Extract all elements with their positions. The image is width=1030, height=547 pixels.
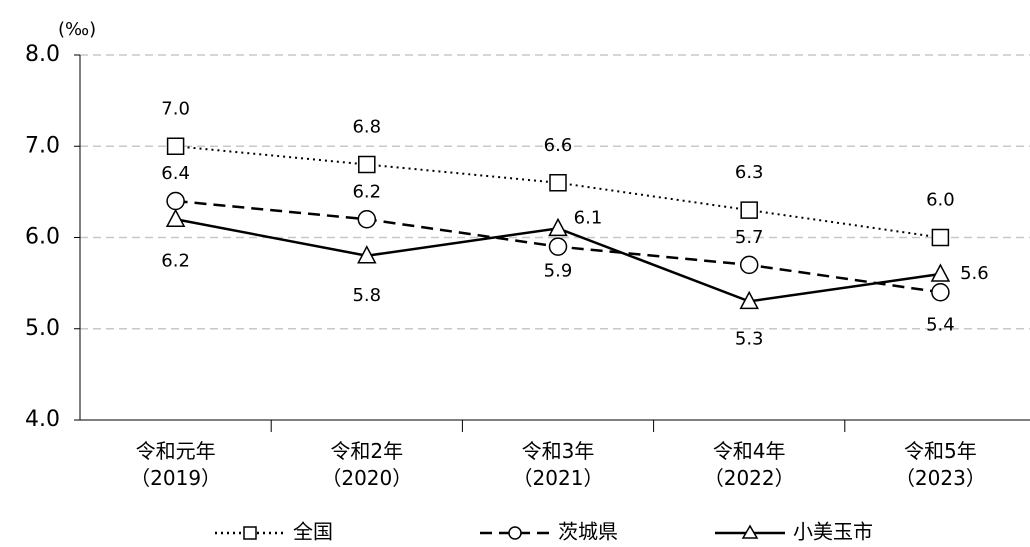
x-tick-label: 令和2年 （2020） <box>321 439 413 490</box>
legend-item: 小美玉市 <box>715 520 873 544</box>
marker <box>549 174 567 192</box>
y-tick-label: 7.0 <box>25 133 60 158</box>
data-label: 5.3 <box>735 328 764 349</box>
legend-marker <box>243 526 257 540</box>
legend-item: 全国 <box>215 520 333 544</box>
data-label: 7.0 <box>161 98 190 119</box>
marker <box>357 245 377 264</box>
legend-label: 茨城県 <box>558 520 618 544</box>
x-tick-label: 令和5年 （2023） <box>894 439 986 490</box>
marker <box>166 137 185 155</box>
legend-label: 全国 <box>293 520 333 544</box>
legend-item: 茨城県 <box>480 520 618 544</box>
marker <box>931 228 950 247</box>
legend-marker <box>508 526 522 540</box>
y-tick-label: 4.0 <box>25 407 60 432</box>
data-label: 6.0 <box>926 190 955 211</box>
marker <box>931 283 950 302</box>
data-label: 5.4 <box>926 314 955 335</box>
data-label: 6.2 <box>352 181 381 202</box>
y-axis-label: (‰) <box>58 19 96 40</box>
data-label: 5.9 <box>544 261 573 282</box>
legend-label: 小美玉市 <box>793 520 873 544</box>
marker <box>740 201 758 219</box>
data-label: 6.6 <box>544 135 573 156</box>
data-label: 6.1 <box>574 207 603 228</box>
x-tick-label: 令和4年 （2022） <box>703 439 795 490</box>
data-label: 6.4 <box>161 163 190 184</box>
data-label: 6.3 <box>735 162 764 183</box>
marker <box>165 208 186 227</box>
y-tick-label: 5.0 <box>25 316 60 341</box>
data-label: 5.8 <box>352 285 381 306</box>
marker <box>739 255 759 275</box>
legend-marker <box>741 524 759 539</box>
marker <box>739 290 759 310</box>
data-label: 5.6 <box>960 263 989 284</box>
data-label: 6.2 <box>161 250 190 271</box>
x-tick-label: 令和元年 （2019） <box>130 439 222 490</box>
data-label: 5.7 <box>735 227 764 248</box>
y-tick-label: 8.0 <box>25 42 60 67</box>
x-tick-label: 令和3年 （2021） <box>512 439 604 490</box>
marker <box>548 237 568 256</box>
marker <box>930 263 951 282</box>
data-label: 6.8 <box>352 117 381 138</box>
marker <box>548 217 568 237</box>
marker <box>357 210 377 229</box>
marker <box>166 191 185 211</box>
y-tick-label: 6.0 <box>25 225 60 250</box>
marker <box>358 155 376 174</box>
